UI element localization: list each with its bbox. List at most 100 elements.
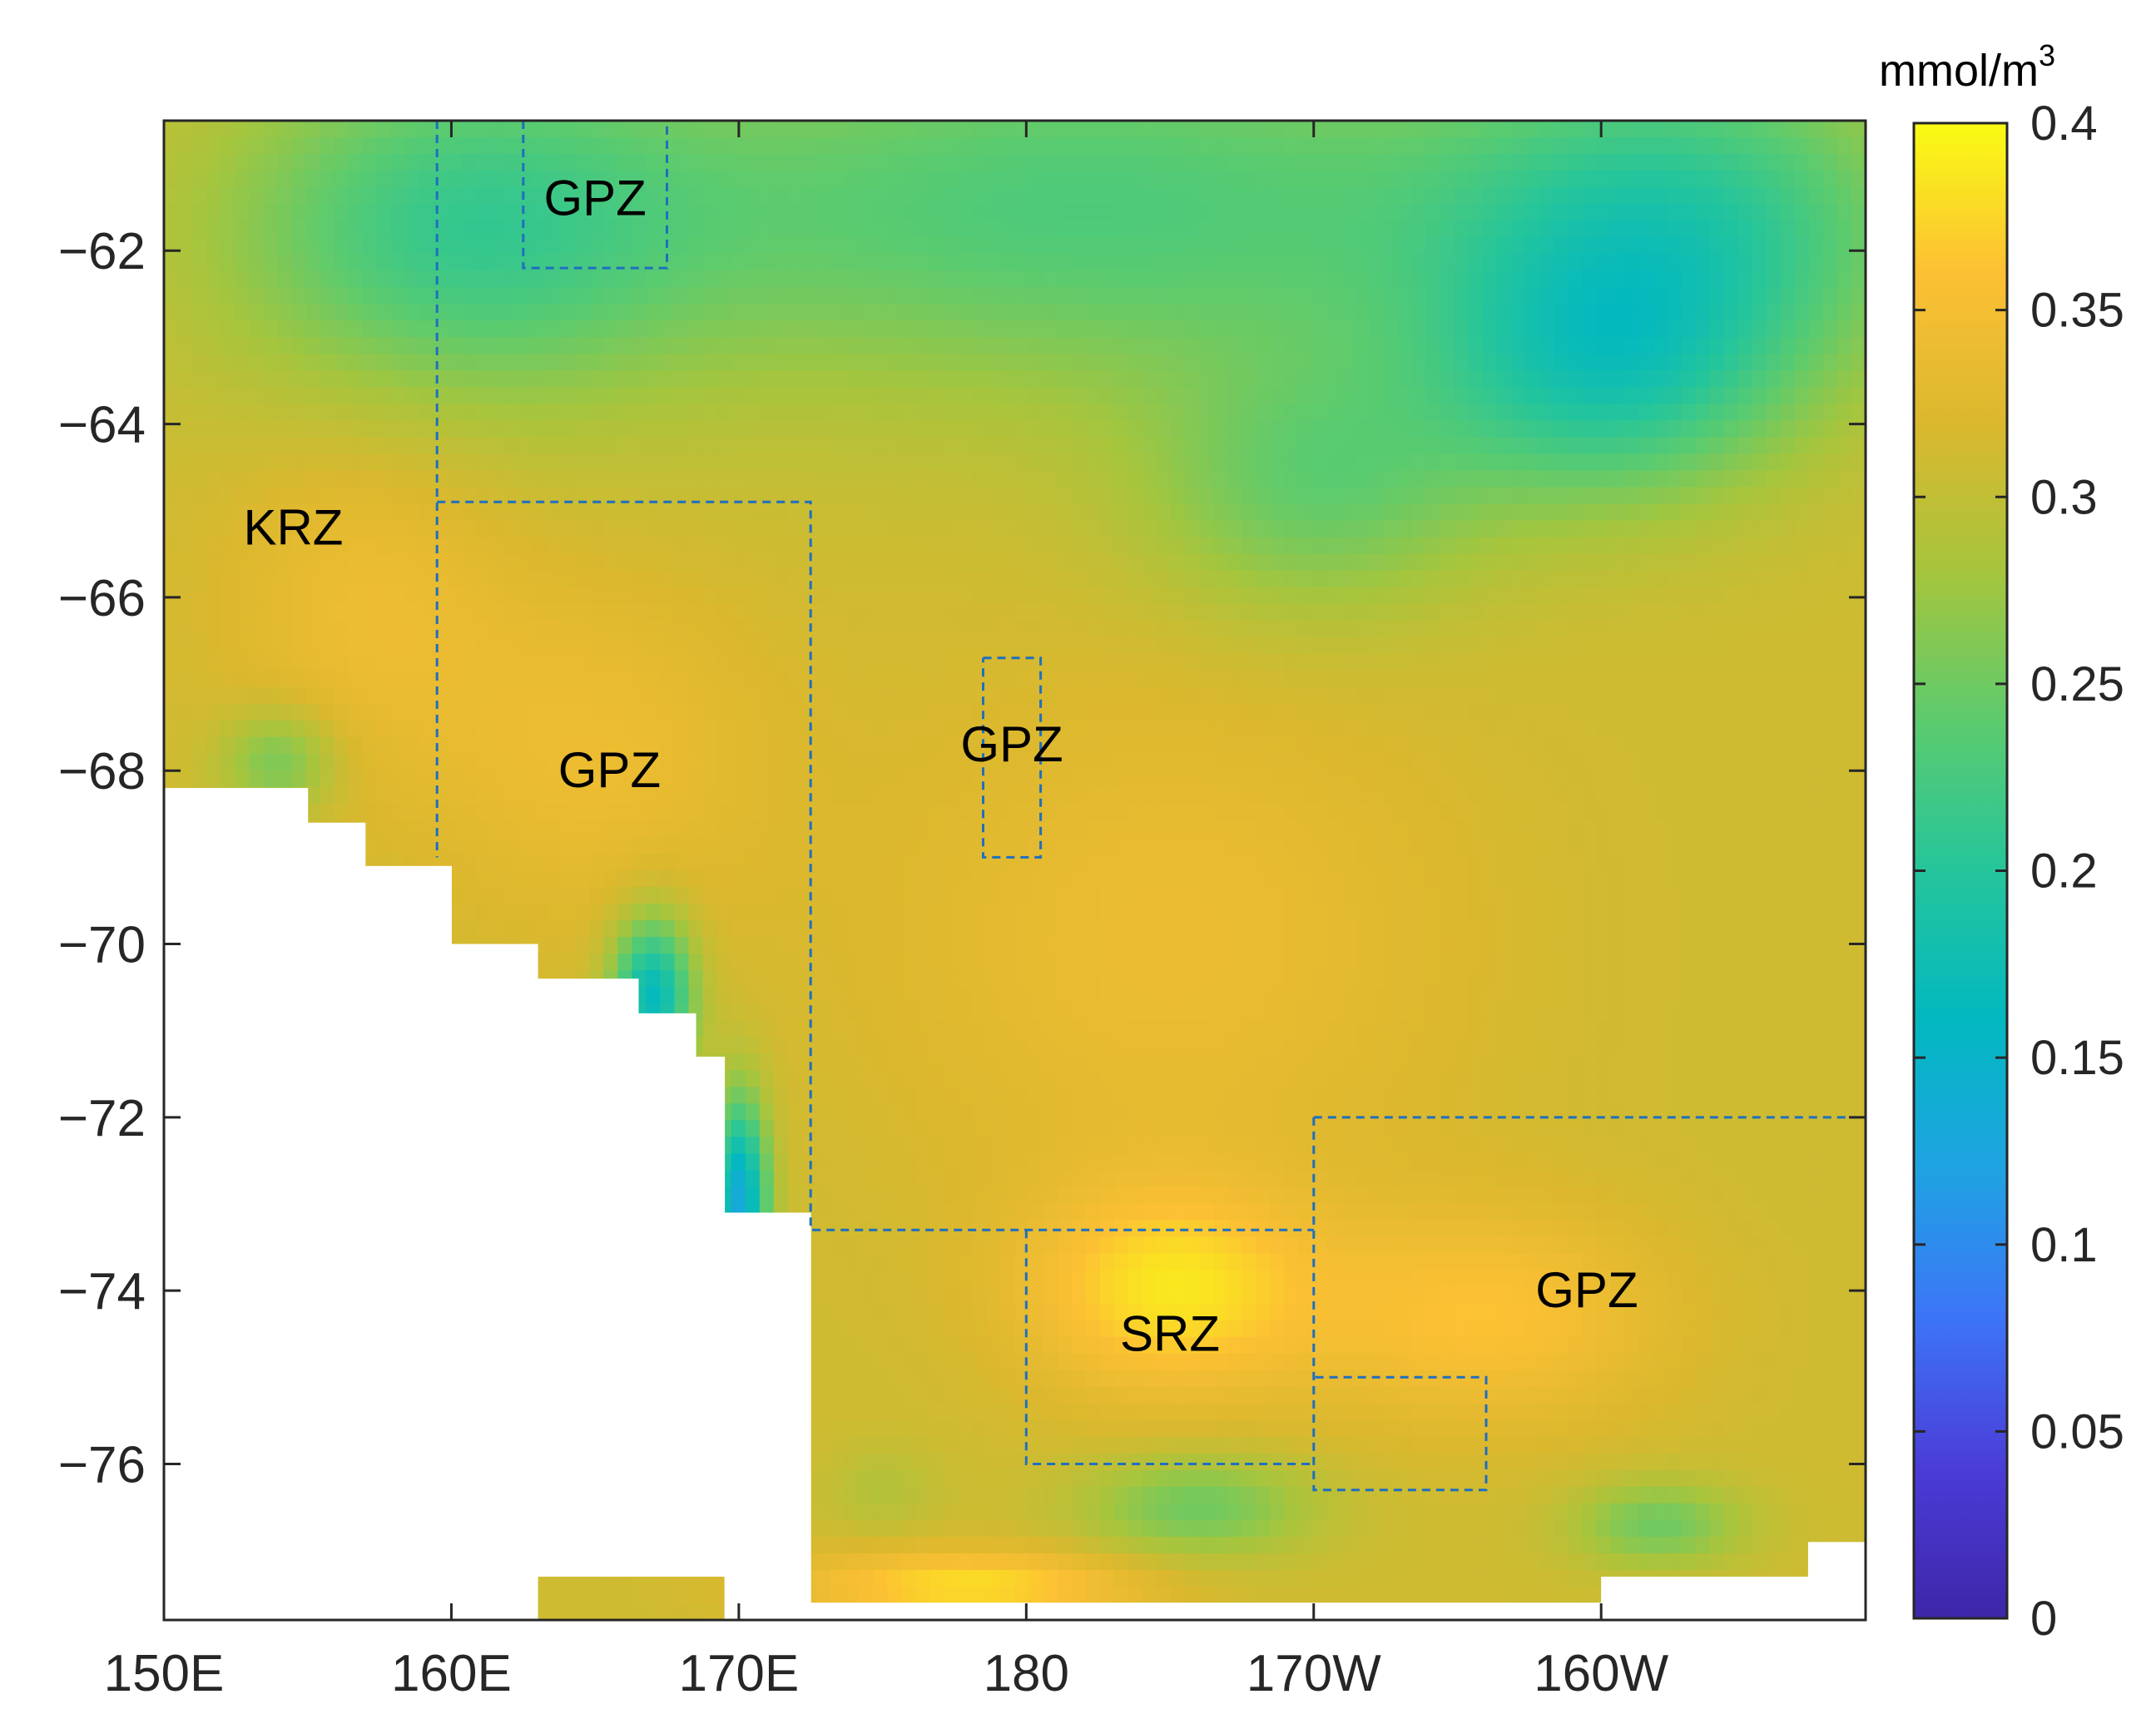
heat-cell bbox=[1780, 770, 1796, 788]
heat-cell bbox=[1326, 287, 1342, 305]
heat-cell bbox=[1525, 653, 1540, 671]
heat-cell bbox=[1071, 437, 1087, 455]
heat-cell bbox=[518, 470, 533, 488]
heat-cell bbox=[887, 587, 902, 605]
heat-cell bbox=[1156, 137, 1172, 155]
heat-cell bbox=[1496, 270, 1512, 288]
heat-cell bbox=[731, 387, 746, 405]
heat-cell bbox=[1780, 237, 1796, 255]
heat-cell bbox=[915, 637, 930, 655]
heat-cell bbox=[1113, 487, 1129, 505]
heat-cell bbox=[1355, 171, 1370, 188]
heat-cell bbox=[404, 653, 420, 671]
heat-cell bbox=[263, 770, 279, 788]
heat-cell bbox=[845, 337, 860, 355]
heat-cell bbox=[702, 187, 718, 205]
heat-cell bbox=[1454, 520, 1470, 538]
heat-cell bbox=[1411, 370, 1427, 389]
heat-cell bbox=[617, 587, 633, 605]
heat-cell bbox=[1440, 354, 1455, 372]
heat-cell bbox=[830, 637, 845, 655]
heat-cell bbox=[1284, 287, 1300, 305]
heat-cell bbox=[1496, 187, 1512, 205]
heat-cell bbox=[334, 470, 349, 488]
heat-cell bbox=[1554, 237, 1569, 255]
heat-cell bbox=[958, 803, 974, 821]
heat-cell bbox=[1425, 121, 1441, 138]
heat-cell bbox=[901, 470, 916, 488]
heat-cell bbox=[716, 220, 732, 238]
heat-cell bbox=[1000, 404, 1016, 422]
heat-cell bbox=[277, 453, 293, 472]
heat-cell bbox=[688, 736, 704, 755]
heat-cell bbox=[1099, 187, 1115, 205]
heat-cell bbox=[419, 121, 434, 138]
heat-cell bbox=[1638, 487, 1654, 505]
heat-cell bbox=[1808, 553, 1824, 572]
heat-cell bbox=[1737, 720, 1753, 738]
heat-cell bbox=[1171, 204, 1186, 221]
heat-cell bbox=[490, 686, 505, 705]
heat-cell bbox=[1822, 453, 1838, 472]
heat-cell bbox=[1043, 204, 1058, 221]
heat-cell bbox=[1425, 470, 1441, 488]
heat-cell bbox=[1582, 703, 1597, 721]
heat-cell bbox=[1624, 337, 1640, 355]
heat-cell bbox=[1171, 453, 1186, 472]
heat-cell bbox=[1851, 503, 1866, 522]
heat-cell bbox=[390, 537, 406, 555]
heat-cell bbox=[1851, 753, 1866, 771]
heat-cell bbox=[1539, 520, 1554, 538]
heat-cell bbox=[929, 370, 944, 389]
heat-cell bbox=[390, 520, 406, 538]
heat-cell bbox=[759, 237, 775, 255]
heat-cell bbox=[376, 370, 392, 389]
heat-cell bbox=[1794, 503, 1810, 522]
heat-cell bbox=[1000, 154, 1016, 171]
heat-cell bbox=[731, 204, 746, 221]
heat-cell bbox=[334, 753, 349, 771]
heat-cell bbox=[1185, 653, 1200, 671]
heat-cell bbox=[1638, 137, 1654, 155]
heat-cell bbox=[674, 320, 690, 339]
heat-cell bbox=[674, 420, 690, 438]
heat-cell bbox=[1808, 520, 1824, 538]
heat-cell bbox=[178, 503, 193, 522]
heat-cell bbox=[206, 703, 221, 721]
heat-cell bbox=[1723, 354, 1739, 372]
heat-cell bbox=[887, 653, 902, 671]
heat-cell bbox=[603, 337, 619, 355]
heat-cell bbox=[1142, 287, 1157, 305]
heat-cell bbox=[249, 703, 265, 721]
heat-cell bbox=[1511, 337, 1526, 355]
heat-cell bbox=[702, 786, 718, 805]
heat-cell bbox=[1369, 254, 1385, 271]
heat-cell bbox=[1695, 720, 1711, 738]
heat-cell bbox=[1298, 171, 1314, 188]
heat-cell bbox=[1596, 786, 1611, 805]
heat-cell bbox=[221, 703, 235, 721]
heat-cell bbox=[447, 637, 463, 655]
heat-cell bbox=[1482, 537, 1498, 555]
heat-cell bbox=[277, 637, 293, 655]
heat-cell bbox=[221, 220, 235, 238]
heat-cell bbox=[915, 304, 930, 321]
heat-cell bbox=[731, 420, 746, 438]
heat-cell bbox=[533, 720, 548, 738]
heat-cell bbox=[362, 720, 378, 738]
heat-cell bbox=[447, 503, 463, 522]
heat-cell bbox=[1085, 387, 1101, 405]
heat-cell bbox=[1695, 437, 1711, 455]
heat-cell bbox=[929, 686, 944, 705]
heat-cell bbox=[674, 220, 690, 238]
heat-cell bbox=[1270, 553, 1285, 572]
heat-cell bbox=[1043, 487, 1058, 505]
heat-cell bbox=[192, 237, 207, 255]
heat-cell bbox=[1312, 503, 1328, 522]
heat-cell bbox=[1454, 121, 1470, 138]
heat-cell bbox=[475, 254, 491, 271]
heat-cell bbox=[830, 404, 845, 422]
heat-cell bbox=[1681, 753, 1697, 771]
heat-cell bbox=[1624, 137, 1640, 155]
